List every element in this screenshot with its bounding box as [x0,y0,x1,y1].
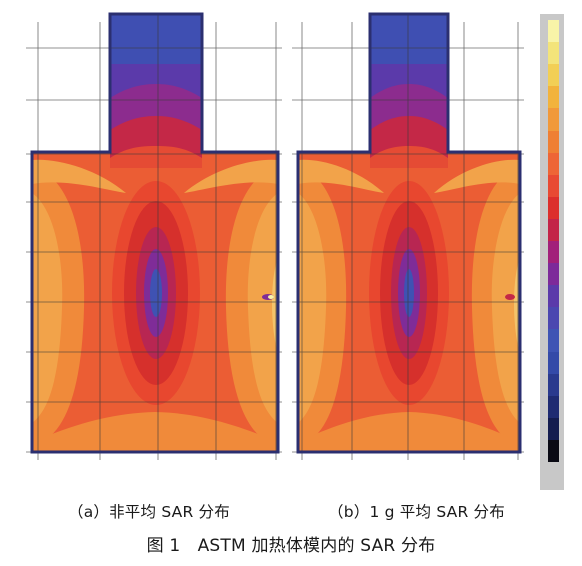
colorbar-swatch [548,351,559,375]
colorbar-swatch [548,174,559,198]
colorbar-swatch [548,307,559,330]
sar-map-panel-b [292,8,524,468]
colorbar-swatch [548,263,559,286]
colorbar-swatch [548,64,559,87]
colorbar-swatch [548,152,559,176]
figure-caption: 图 1 ASTM 加热体模内的 SAR 分布 [146,536,436,556]
colorbar-swatch [548,20,559,43]
colorbar-swatch [548,417,559,441]
colorbar-swatch [548,439,559,463]
colorbar-swatch [548,218,559,242]
colorbar-swatch [548,196,559,220]
sar-map-panel-a [26,8,282,468]
colorbar-swatch [548,42,559,65]
colorbar-swatch [548,108,559,131]
sar-heatmap-b [292,12,524,460]
colorbar-swatch [548,130,559,154]
panel-b-caption: （b）1 g 平均 SAR 分布 [328,503,505,521]
colorbar-swatch [548,241,559,264]
colorbar-swatch [548,86,559,109]
colorbar-swatch [548,285,559,308]
colorbar-swatch [548,373,559,397]
sar-heatmap-a [26,12,282,460]
colorbar-swatch [548,329,559,352]
colorbar [540,14,564,490]
colorbar-swatch [548,395,559,419]
panel-a-caption: （a）非平均 SAR 分布 [68,503,230,521]
